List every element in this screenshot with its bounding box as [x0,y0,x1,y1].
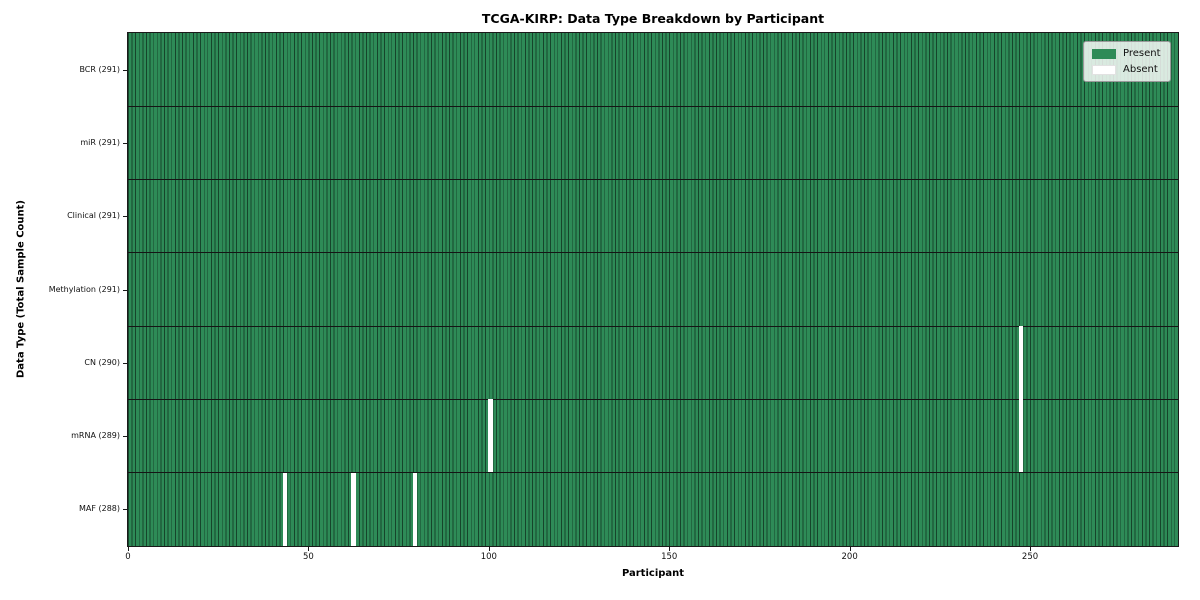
y-tick-mark [123,362,127,364]
legend-entry-absent: Absent [1092,64,1161,75]
y-tick-mark [123,216,127,218]
absent-gap-MAF-43 [282,472,288,546]
present-swatch-icon [1092,48,1116,59]
chart-title: TCGA-KIRP: Data Type Breakdown by Partic… [481,11,825,26]
y-tick-label: Methylation (291) [48,284,120,294]
y-tick-mark [123,142,127,144]
y-tick-mark [123,289,127,291]
row-divider [128,252,1178,254]
x-tick-mark [1030,547,1032,551]
x-tick-label: 200 [841,552,858,562]
row-divider [128,325,1178,327]
y-tick-mark [123,509,127,511]
row-divider [128,179,1178,181]
row-divider [128,105,1178,107]
absent-gap-MAF-62 [351,472,356,546]
x-tick-label: 100 [480,552,497,562]
x-tick-label: 50 [302,552,314,562]
x-tick-mark [128,547,129,551]
row-divider [128,472,1178,474]
legend-entry-present: Present [1092,48,1161,59]
legend-label-present: Present [1123,48,1161,59]
row-divider [128,398,1178,400]
x-tick-mark [669,547,671,551]
x-tick-label: 150 [661,552,678,562]
x-tick-label: 250 [1021,552,1039,562]
x-tick-mark [308,547,310,551]
absent-gap-mRNA-247 [1018,399,1024,473]
absent-gap-CN-247 [1018,326,1024,400]
y-tick-label: MAF (288) [78,504,120,514]
absent-gap-MAF-79 [412,472,418,546]
x-tick-mark [488,547,490,551]
y-tick-label: mRNA (289) [71,431,120,441]
x-tick-mark [849,547,851,551]
y-tick-mark [123,436,127,438]
absent-swatch-icon [1092,64,1116,75]
y-tick-label: CN (290) [84,357,120,367]
absent-gap-mRNA-100 [488,399,493,473]
y-tick-label: BCR (291) [79,64,120,74]
legend-label-absent: Absent [1123,64,1158,75]
y-tick-label: Clinical (291) [67,211,120,221]
legend: Present Absent [1083,41,1171,82]
x-tick-label: 0 [125,552,131,562]
y-tick-mark [123,69,127,71]
y-tick-label: miR (291) [80,137,120,147]
plot-area [127,32,1179,547]
x-axis-label: Participant [621,568,685,579]
